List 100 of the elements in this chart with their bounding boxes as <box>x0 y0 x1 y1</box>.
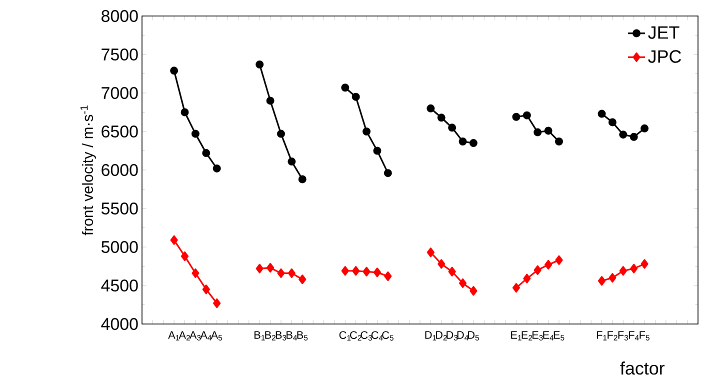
point <box>619 266 627 276</box>
x-tick-label: B$_{5}$ <box>297 331 308 340</box>
point <box>630 132 638 141</box>
point <box>426 104 435 112</box>
point <box>384 169 392 178</box>
point <box>523 274 531 284</box>
x-tick-label: A$_{4}$ <box>200 331 212 340</box>
legend-label: JPC <box>648 50 682 63</box>
point <box>256 264 264 274</box>
x-tick-label: C$_{1}$ <box>339 331 351 340</box>
x-tick-label: E$_{1}$ <box>511 331 522 340</box>
point <box>288 158 296 166</box>
point <box>202 149 210 158</box>
x-tick-label: B$_{4}$ <box>286 331 298 340</box>
point <box>458 278 467 288</box>
x-tick-label: E$_{5}$ <box>554 331 564 340</box>
point <box>170 235 178 245</box>
point <box>341 84 350 92</box>
point <box>202 284 210 294</box>
point <box>522 111 531 120</box>
point <box>544 126 552 135</box>
y-tick-label: 4500 <box>101 280 138 292</box>
x-tick-label: D$_{2}$ <box>436 331 447 340</box>
point <box>180 108 189 116</box>
point <box>341 266 349 276</box>
point <box>534 265 542 275</box>
x-tick-label: F$_{4}$ <box>629 331 639 340</box>
x-tick-label: A$_{1}$ <box>168 331 180 340</box>
point <box>448 266 456 276</box>
point <box>608 118 616 126</box>
point <box>438 259 446 269</box>
legend-label: JET <box>648 26 680 39</box>
y-tick-label: 7000 <box>102 87 138 100</box>
x-axis-title: factor <box>620 362 665 375</box>
x-tick-label: D$_{5}$ <box>468 331 479 340</box>
point <box>352 92 360 101</box>
point <box>426 248 434 258</box>
point <box>266 96 274 105</box>
point <box>640 124 649 132</box>
point <box>469 139 478 148</box>
point <box>619 130 628 139</box>
x-tick-label: E$_{4}$ <box>543 331 554 340</box>
x-tick-label: C$_{5}$ <box>382 331 394 341</box>
x-tick-label: B$_{2}$ <box>265 331 276 340</box>
point <box>277 268 285 278</box>
point <box>458 138 467 146</box>
point <box>212 164 221 172</box>
x-tick-label: D$_{3}$ <box>446 331 458 340</box>
point <box>298 274 306 284</box>
x-tick-label: A$_{5}$ <box>210 331 222 340</box>
y-tick-label: 7500 <box>102 48 138 61</box>
point <box>630 264 638 274</box>
point <box>288 268 296 278</box>
x-tick-label: A$_{3}$ <box>189 331 201 340</box>
y-axis-title: front velocity / m·s$^{-1}$ <box>80 106 96 236</box>
y-tick-label: 8000 <box>102 10 138 22</box>
point <box>555 255 563 265</box>
point <box>213 298 221 308</box>
x-tick-label: B$_{1}$ <box>254 331 265 340</box>
point <box>362 128 371 136</box>
point <box>598 110 606 118</box>
point <box>170 66 178 75</box>
y-tick-label: 5500 <box>101 202 138 215</box>
point <box>298 175 306 184</box>
x-tick-label: D$_{1}$ <box>425 331 436 340</box>
point <box>448 124 456 132</box>
point <box>640 259 648 269</box>
point <box>373 268 382 278</box>
point <box>362 266 370 276</box>
point <box>512 283 520 293</box>
point <box>598 276 606 286</box>
point <box>534 128 542 136</box>
x-tick-label: A$_{2}$ <box>178 331 190 340</box>
x-tick-label: F$_{2}$ <box>608 331 618 340</box>
y-tick-label: 6500 <box>102 126 138 138</box>
point <box>373 146 382 155</box>
point <box>180 251 189 262</box>
point <box>470 286 478 296</box>
point <box>555 138 564 146</box>
point <box>352 266 360 276</box>
point <box>192 268 200 278</box>
x-tick-label: F$_{3}$ <box>618 331 628 340</box>
point <box>191 130 200 138</box>
x-tick-label: D$_{4}$ <box>457 331 468 340</box>
point <box>256 60 264 69</box>
x-tick-label: C$_{4}$ <box>371 331 383 340</box>
x-tick-label: B$_{3}$ <box>276 331 286 340</box>
x-tick-label: E$_{2}$ <box>522 331 532 340</box>
y-tick-label: 5000 <box>101 241 138 254</box>
y-tick-label: 4000 <box>101 318 138 330</box>
x-tick-label: E$_{3}$ <box>532 331 543 340</box>
point <box>266 262 274 273</box>
point <box>437 114 446 122</box>
x-tick-label: C$_{2}$ <box>350 331 362 340</box>
y-tick-label: 6000 <box>102 164 138 176</box>
point <box>608 273 616 283</box>
point <box>277 130 286 138</box>
point <box>512 112 520 121</box>
x-tick-label: C$_{3}$ <box>360 331 372 341</box>
point <box>384 271 392 282</box>
